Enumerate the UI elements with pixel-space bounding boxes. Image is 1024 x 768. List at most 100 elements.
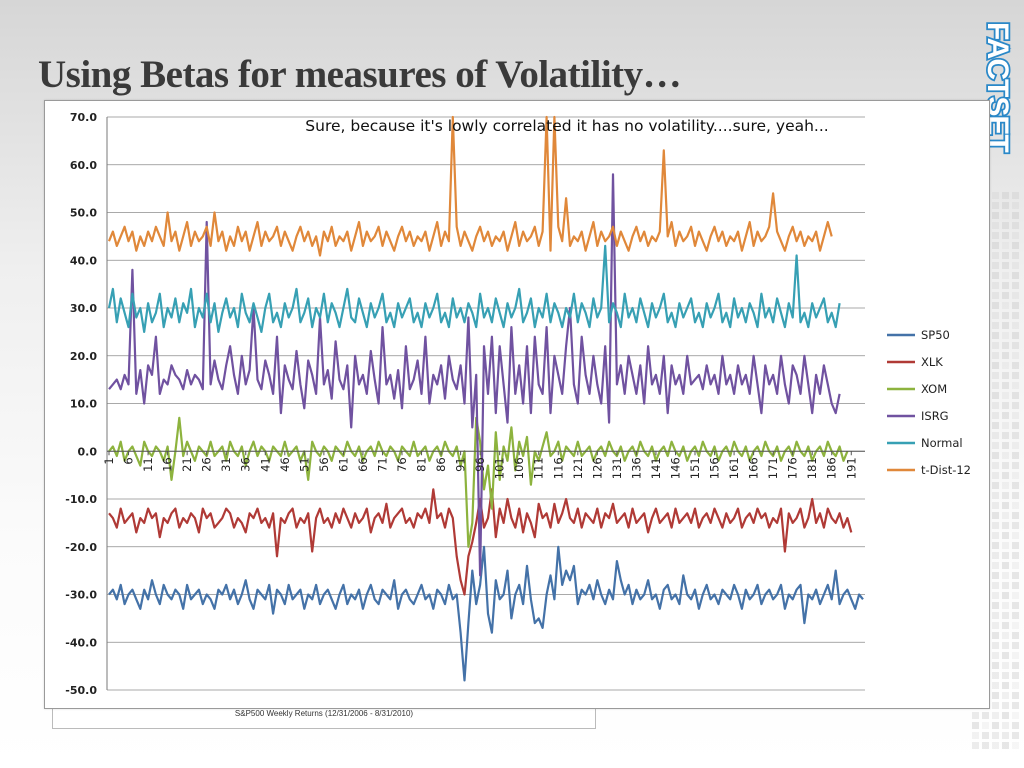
dot	[992, 542, 999, 549]
dot	[992, 672, 999, 679]
dot	[1012, 222, 1019, 229]
dot	[1012, 362, 1019, 369]
dot	[1002, 472, 1009, 479]
x-tick-label: 71	[375, 457, 389, 472]
y-tick-label: 30.0	[70, 302, 97, 315]
dot	[1002, 252, 1009, 259]
dot	[1012, 602, 1019, 609]
dot	[1012, 212, 1019, 219]
dot	[992, 372, 999, 379]
dot	[1012, 312, 1019, 319]
dot	[1002, 622, 1009, 629]
x-tick-label: 76	[395, 457, 409, 472]
dot	[992, 262, 999, 269]
dot	[992, 452, 999, 459]
dot	[1002, 532, 1009, 539]
x-tick-label: 191	[844, 457, 858, 479]
x-tick-label: 106	[512, 457, 526, 479]
y-tick-label: 20.0	[70, 350, 97, 363]
dot	[1012, 422, 1019, 429]
x-tick-label: 66	[356, 457, 370, 472]
dot	[992, 552, 999, 559]
dot	[1012, 672, 1019, 679]
dot	[1002, 662, 1009, 669]
dot	[1002, 232, 1009, 239]
dot	[1002, 592, 1009, 599]
dot	[1012, 412, 1019, 419]
dot	[1012, 632, 1019, 639]
x-tick-label: 141	[649, 457, 663, 479]
dot	[1012, 662, 1019, 669]
dot	[1002, 352, 1009, 359]
dot	[972, 722, 979, 729]
dot	[1012, 262, 1019, 269]
dot	[1012, 732, 1019, 739]
y-tick-label: 0.0	[78, 445, 98, 458]
dot	[1002, 602, 1009, 609]
dot	[992, 382, 999, 389]
legend-label-xom: XOM	[921, 382, 947, 396]
dot	[1012, 712, 1019, 719]
dot	[1012, 342, 1019, 349]
x-tick-label: 161	[727, 457, 741, 479]
x-tick-label: 121	[571, 457, 585, 479]
dot	[1012, 482, 1019, 489]
dot	[992, 642, 999, 649]
dot	[1002, 262, 1009, 269]
x-tick-label: 101	[493, 457, 507, 479]
dot	[1002, 342, 1009, 349]
dot	[1012, 272, 1019, 279]
dot	[1012, 502, 1019, 509]
dot	[1012, 562, 1019, 569]
dot	[1002, 572, 1009, 579]
dot	[1002, 382, 1009, 389]
dot	[1002, 322, 1009, 329]
dot	[1012, 572, 1019, 579]
dot	[1002, 612, 1009, 619]
dot	[1012, 302, 1019, 309]
x-tick-label: 146	[668, 457, 682, 479]
dot	[1012, 242, 1019, 249]
dot	[992, 722, 999, 729]
dot	[1002, 302, 1009, 309]
dot	[992, 632, 999, 639]
dot	[1012, 542, 1019, 549]
dot	[1012, 232, 1019, 239]
dot	[1002, 552, 1009, 559]
x-tick-label: 181	[805, 457, 819, 479]
dot	[992, 312, 999, 319]
dot	[1002, 652, 1009, 659]
legend-label-sp50: SP50	[921, 328, 950, 342]
dot	[1002, 582, 1009, 589]
dot	[972, 742, 979, 749]
dot	[992, 332, 999, 339]
x-tick-label: 96	[473, 457, 487, 472]
dot	[1002, 312, 1009, 319]
dot	[982, 732, 989, 739]
dot	[1002, 242, 1009, 249]
dot	[992, 532, 999, 539]
dot	[992, 322, 999, 329]
x-tick-label: 46	[278, 457, 292, 472]
dot	[972, 732, 979, 739]
dot	[992, 362, 999, 369]
dot	[1012, 592, 1019, 599]
dot	[992, 592, 999, 599]
dot	[1002, 672, 1009, 679]
dot	[1012, 432, 1019, 439]
dot	[1012, 472, 1019, 479]
y-tick-label: 10.0	[70, 398, 97, 411]
dot	[1012, 322, 1019, 329]
dot	[1002, 732, 1009, 739]
dot	[992, 662, 999, 669]
dot	[992, 232, 999, 239]
dot	[992, 282, 999, 289]
dot	[992, 292, 999, 299]
dot	[1012, 392, 1019, 399]
dot	[992, 402, 999, 409]
dot	[992, 392, 999, 399]
dot	[1002, 292, 1009, 299]
dot	[1012, 442, 1019, 449]
dot	[992, 192, 999, 199]
dot	[1002, 492, 1009, 499]
